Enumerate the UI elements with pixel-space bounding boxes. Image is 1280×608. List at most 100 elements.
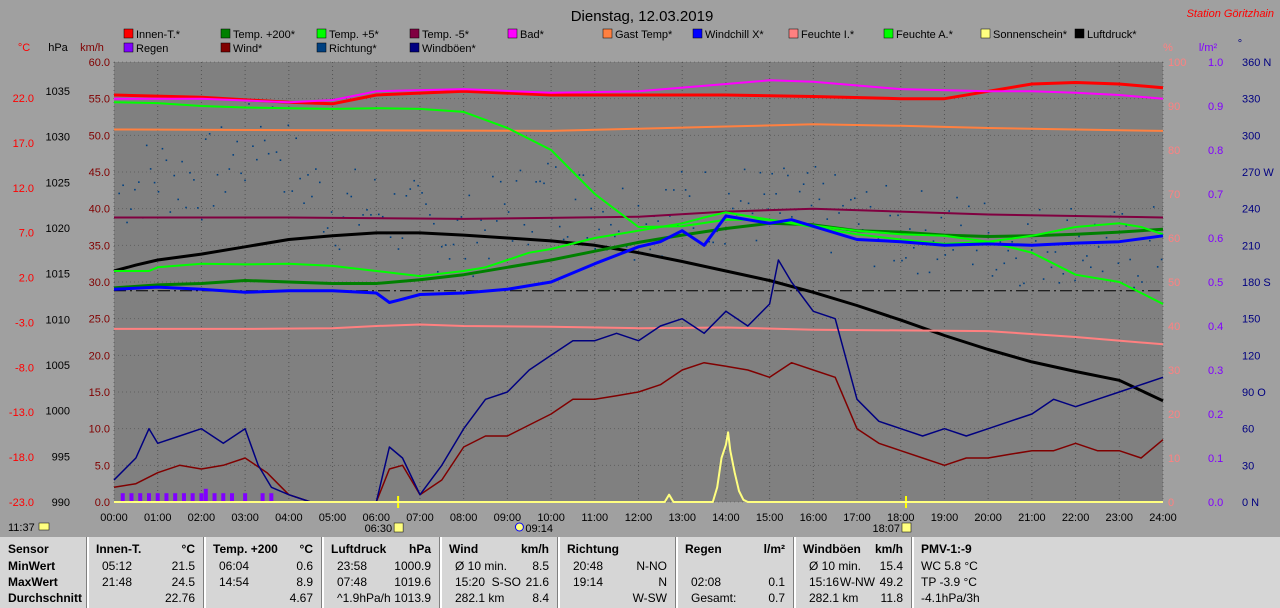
direction-point [712,241,714,244]
rain-tick: 0.3 [1208,365,1223,377]
direction-point [248,103,250,105]
direction-point [830,251,832,254]
direction-point [1129,258,1131,261]
kmh-tick: 0.0 [95,497,110,509]
table-unit: km/h [520,542,549,556]
direction-point [1034,240,1037,242]
kmh-tick: 25.0 [89,314,110,326]
direction-point [1019,284,1021,287]
table-cell: 24.5 [171,575,195,589]
hpa-tick: 1025 [46,177,70,189]
direction-point [240,172,242,175]
direction-point [763,193,766,195]
direction-point [472,275,475,278]
direction-point [393,193,396,195]
table-cell: 02:08 [691,575,722,589]
x-tick-label: 07:00 [406,512,434,524]
direction-point [1046,251,1049,253]
legend-swatch [1074,28,1085,39]
direction-point [204,138,207,140]
unit-celsius: °C [18,42,30,54]
table-cell: ^1.9hPa/h [337,591,391,605]
x-tick-label: 24:00 [1149,512,1177,524]
direction-point [873,265,876,268]
direction-point [787,174,789,177]
corner-time: 11:37 [8,522,35,534]
direction-point [193,179,195,181]
table-cell: W-SW [632,591,667,605]
table-header: Richtung [567,542,619,556]
legend-label: Gast Temp* [615,29,673,41]
direction-point [932,240,935,243]
celsius-tick: -23.0 [9,497,34,509]
celsius-tick: 2.0 [19,273,34,285]
direction-point [244,179,246,182]
direction-point [488,257,490,260]
hpa-tick: 995 [52,451,70,463]
direction-point [291,190,294,192]
legend-swatch [788,28,799,39]
direction-point [157,190,160,193]
x-tick-label: 18:00 [887,512,915,524]
direction-point [405,195,408,197]
table-header: Windböen [803,542,861,556]
direction-point [480,219,482,221]
direction-point [594,247,596,250]
legend-label: Windchill X* [705,29,764,41]
direction-point [287,124,290,127]
legend-label: Temp. -5* [422,29,470,41]
direction-point [173,174,176,177]
table-cell: 23:58 [337,559,368,573]
kmh-tick: 45.0 [89,167,110,179]
direction-point [318,181,321,184]
rain-bar [230,493,235,502]
direction-point [566,236,569,238]
direction-point [322,231,325,233]
direction-point [507,211,510,213]
series-line [113,123,1164,132]
table-cell: 282.1 km [455,591,505,605]
direction-point [1105,236,1108,239]
direction-point [665,188,667,191]
direction-point [975,249,978,252]
series-line [114,79,1164,104]
rain-bar [164,493,169,502]
table-cell: Ø 10 min. [455,559,508,573]
direction-point [515,180,518,182]
direction-point [889,214,891,217]
direction-point [901,259,903,262]
direction-point [421,192,423,194]
direction-point [153,181,156,184]
rain-bar [212,493,217,502]
table-cell: 4.67 [289,591,313,605]
percent-tick: 10 [1168,453,1180,465]
legend-swatch [123,42,134,53]
x-tick-label: 02:00 [188,512,216,524]
direction-point [307,174,309,176]
legend-label: Feuchte I.* [801,29,855,41]
direction-point [625,245,628,248]
direction-point [417,184,419,187]
direction-point [684,189,687,191]
direction-point [755,239,758,242]
direction-point [944,254,947,256]
table-separator [203,537,206,608]
rain-tick: 0.1 [1208,453,1223,465]
direction-tick: 0 N [1242,497,1259,509]
celsius-tick: 22.0 [13,93,34,105]
direction-point [1074,279,1076,282]
table-cell: 14:54 [219,575,250,589]
celsius-tick: -8.0 [15,362,34,374]
direction-point [216,173,219,176]
direction-point [256,158,258,161]
direction-point [739,200,742,202]
direction-point [645,223,648,225]
direction-point [433,222,435,225]
direction-point [1003,262,1006,265]
rain-bar [146,493,151,502]
unit-hpa: hPa [48,42,68,54]
legend-swatch [316,42,327,53]
direction-point [476,241,478,244]
chart-title: Dienstag, 12.03.2019 [571,8,714,25]
direction-point [440,245,443,248]
